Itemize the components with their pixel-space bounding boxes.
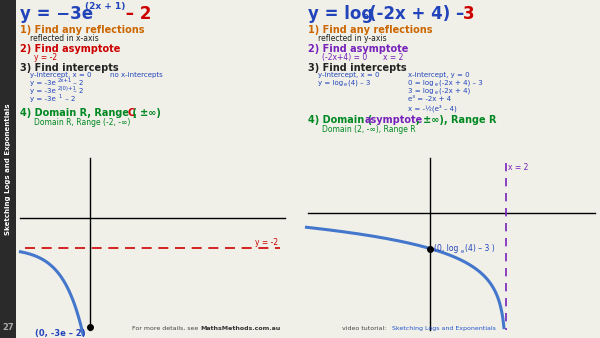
Text: 0 = log: 0 = log — [408, 80, 433, 86]
Text: reflected in y-axis: reflected in y-axis — [318, 34, 386, 43]
Text: , ±∞), Range R: , ±∞), Range R — [416, 115, 497, 125]
Text: y-intercept, x = 0: y-intercept, x = 0 — [318, 72, 380, 78]
Text: , ±∞): , ±∞) — [133, 108, 161, 118]
Text: (-2x + 4): (-2x + 4) — [439, 88, 470, 95]
Text: y-intercept, x = 0: y-intercept, x = 0 — [30, 72, 91, 78]
Text: x = 2: x = 2 — [383, 53, 403, 62]
Text: For more details, see: For more details, see — [132, 326, 200, 331]
Text: Domain (2, -∞), Range R: Domain (2, -∞), Range R — [322, 125, 416, 134]
Text: (-2x + 4) – 3: (-2x + 4) – 3 — [439, 80, 483, 87]
Text: y = log: y = log — [308, 5, 373, 23]
Text: e³ = -2x + 4: e³ = -2x + 4 — [408, 96, 451, 102]
Text: Sketching Logs and Exponentials: Sketching Logs and Exponentials — [392, 326, 496, 331]
Text: (-2x + 4) –: (-2x + 4) – — [369, 5, 470, 23]
Text: x = 2: x = 2 — [508, 163, 529, 172]
Text: e: e — [344, 82, 347, 88]
Text: 4) Domain R, Range (: 4) Domain R, Range ( — [20, 108, 137, 118]
Text: y = -3e: y = -3e — [30, 96, 56, 102]
Text: C: C — [127, 108, 134, 118]
Text: no x-intercepts: no x-intercepts — [110, 72, 163, 78]
Text: y = -3e: y = -3e — [30, 88, 56, 94]
Text: 2(0)+1: 2(0)+1 — [58, 86, 77, 91]
Text: asymptote: asymptote — [365, 115, 423, 125]
Text: (4) – 3 ): (4) – 3 ) — [465, 244, 495, 253]
Text: Domain R, Range (-2, -∞): Domain R, Range (-2, -∞) — [34, 118, 130, 127]
Text: y = −3e: y = −3e — [20, 5, 93, 23]
Text: 3) Find intercepts: 3) Find intercepts — [20, 63, 119, 73]
Text: 2) Find asymptote: 2) Find asymptote — [308, 44, 409, 54]
Text: e: e — [461, 249, 464, 254]
Text: 1) Find any reflections: 1) Find any reflections — [308, 25, 433, 35]
Text: y = -2: y = -2 — [34, 53, 57, 62]
Text: y = log: y = log — [318, 80, 343, 86]
Text: – 2: – 2 — [63, 96, 76, 102]
Text: x-intercept, y = 0: x-intercept, y = 0 — [408, 72, 470, 78]
Text: 3 = log: 3 = log — [408, 88, 433, 94]
Text: 3) Find intercepts: 3) Find intercepts — [308, 63, 407, 73]
Text: MathsMethods.com.au: MathsMethods.com.au — [200, 326, 280, 331]
Text: (0, log: (0, log — [434, 244, 458, 253]
Text: 1) Find any reflections: 1) Find any reflections — [20, 25, 145, 35]
Text: e: e — [435, 82, 438, 88]
Text: 1: 1 — [58, 94, 61, 99]
Text: (-2x+4) = 0: (-2x+4) = 0 — [322, 53, 367, 62]
Text: (2x + 1): (2x + 1) — [85, 2, 125, 11]
Text: Sketching Logs and Exponentials: Sketching Logs and Exponentials — [5, 103, 11, 235]
Text: e: e — [435, 91, 438, 96]
Text: (4) – 3: (4) – 3 — [348, 80, 370, 87]
Text: 4) Domain (: 4) Domain ( — [308, 115, 372, 125]
Text: – 2: – 2 — [71, 88, 83, 94]
Text: – 2: – 2 — [71, 80, 83, 86]
Text: 2x+1: 2x+1 — [58, 78, 73, 83]
Text: e: e — [363, 12, 369, 21]
Text: (0, -3e – 2): (0, -3e – 2) — [35, 329, 86, 338]
Text: reflected in x-axis: reflected in x-axis — [30, 34, 99, 43]
Text: – 2: – 2 — [120, 5, 151, 23]
Bar — [0, 0, 16, 338]
Text: 3: 3 — [463, 5, 475, 23]
Text: 2) Find asymptote: 2) Find asymptote — [20, 44, 121, 54]
Text: video tutorial:: video tutorial: — [340, 326, 388, 331]
Text: x = -½(e³ – 4): x = -½(e³ – 4) — [408, 104, 457, 112]
Text: y = -2: y = -2 — [255, 238, 278, 247]
Text: 27: 27 — [2, 323, 14, 333]
Text: y = -3e: y = -3e — [30, 80, 56, 86]
